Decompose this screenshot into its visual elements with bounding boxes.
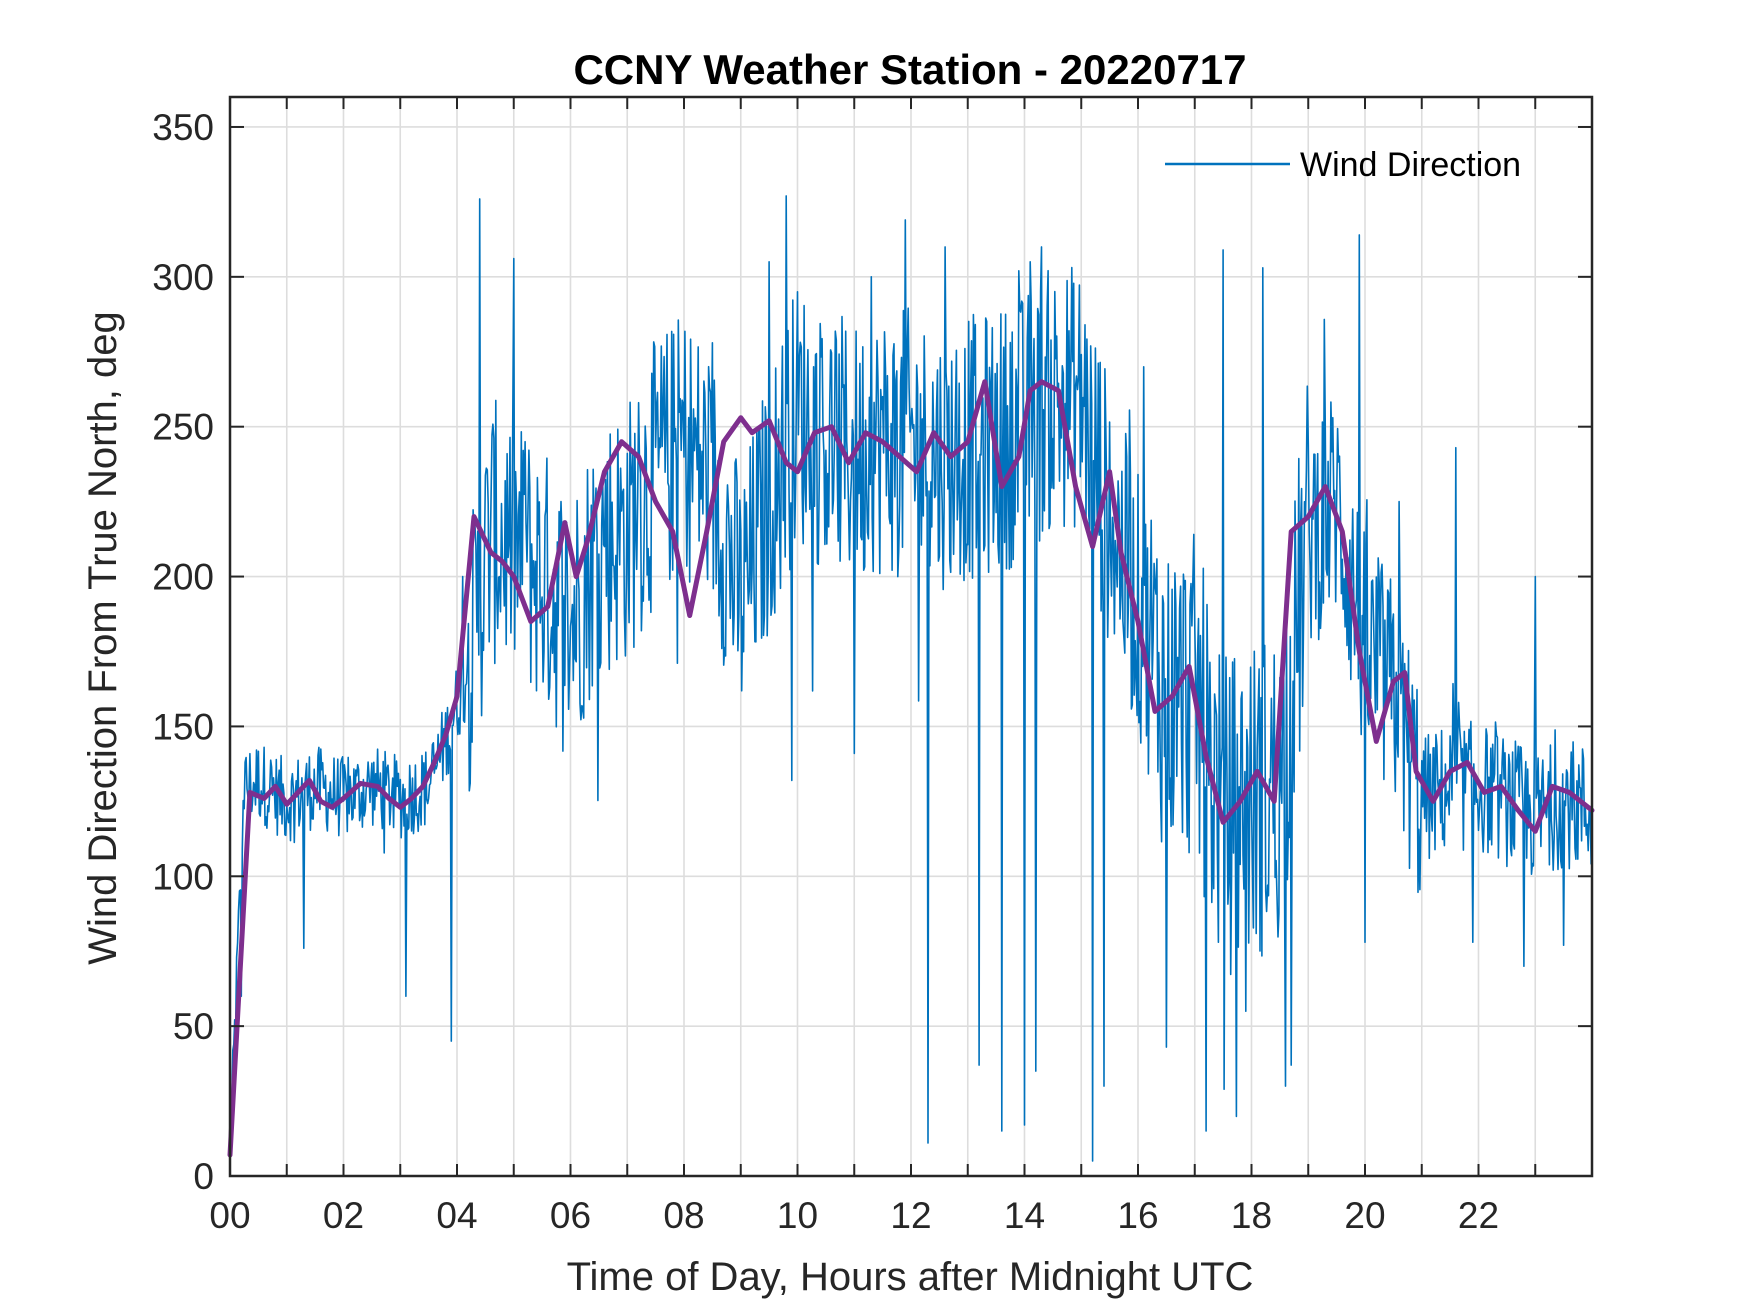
x-tick-label: 10 (777, 1195, 818, 1236)
x-tick-labels: 00 02 04 06 08 10 12 14 16 18 20 22 (209, 1195, 1499, 1236)
wind-direction-line (229, 195, 1593, 1162)
y-tick-labels: 0 50 100 150 200 250 300 350 (152, 107, 214, 1197)
x-tick-label: 08 (663, 1195, 704, 1236)
y-tick-label: 350 (152, 107, 214, 148)
y-tick-label: 50 (173, 1006, 214, 1047)
x-tick-label: 14 (1004, 1195, 1045, 1236)
x-tick-label: 22 (1458, 1195, 1499, 1236)
y-axis-label: Wind Direction From True North, deg (81, 311, 125, 965)
y-tick-label: 300 (152, 257, 214, 298)
y-tick-label: 200 (152, 557, 214, 598)
x-axis-label: Time of Day, Hours after Midnight UTC (567, 1255, 1254, 1299)
y-tick-label: 150 (152, 706, 214, 747)
chart-title: CCNY Weather Station - 20220717 (573, 46, 1246, 93)
x-tick-label: 00 (209, 1195, 250, 1236)
smoothed-line (227, 379, 1595, 1158)
y-tick-label: 250 (152, 407, 214, 448)
x-tick-label: 04 (436, 1195, 477, 1236)
x-tick-label: 12 (890, 1195, 931, 1236)
x-tick-label: 06 (550, 1195, 591, 1236)
x-tick-label: 18 (1231, 1195, 1272, 1236)
legend: Wind Direction (1165, 146, 1521, 184)
x-tick-label: 02 (323, 1195, 364, 1236)
tick-marks (230, 97, 1592, 1177)
x-tick-label: 20 (1344, 1195, 1385, 1236)
legend-label-wind-direction: Wind Direction (1300, 146, 1521, 184)
y-tick-label: 0 (193, 1156, 214, 1197)
y-tick-label: 100 (152, 856, 214, 897)
x-tick-label: 16 (1117, 1195, 1158, 1236)
series-layer (227, 195, 1595, 1162)
